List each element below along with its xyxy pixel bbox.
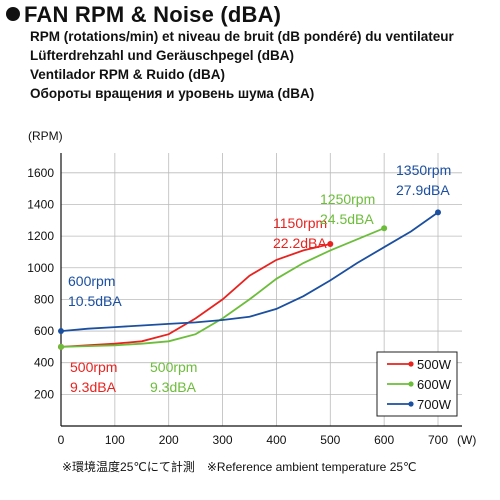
x-tick-label: 200: [159, 433, 179, 447]
y-tick-label: 600: [34, 324, 54, 338]
chart-title-text: FAN RPM & Noise (dBA): [24, 2, 282, 27]
series-point-600W: [58, 343, 64, 350]
y-axis-label: (RPM): [28, 129, 63, 143]
y-tick-label: 800: [34, 292, 54, 306]
x-tick-label: 500: [320, 433, 340, 447]
annotation-label: 600rpm: [68, 273, 115, 289]
annotation-label: 9.3dBA: [150, 379, 197, 395]
y-tick-label: 1400: [27, 197, 54, 211]
subtitle-spanish: Ventilador RPM & Ruido (dBA): [30, 67, 225, 82]
x-tick-label: 300: [213, 433, 233, 447]
annotation-label: 10.5dBA: [68, 293, 122, 309]
annotation-label: 27.9dBA: [396, 182, 450, 198]
legend-label-500W: 500W: [417, 357, 452, 372]
series-point-600W: [381, 225, 388, 232]
annotation-label: 24.5dBA: [320, 211, 374, 227]
subtitle-russian: Обороты вращения и уровень шума (dBA): [30, 86, 315, 101]
annotation-label: 500rpm: [150, 359, 197, 375]
legend-marker-500W: [408, 361, 414, 367]
x-tick-label: 700: [428, 433, 448, 447]
x-tick-label: 100: [105, 433, 125, 447]
chart-title: FAN RPM & Noise (dBA): [6, 2, 281, 28]
y-tick-label: 200: [34, 387, 54, 401]
x-tick-label: 400: [266, 433, 286, 447]
x-tick-label: 0: [58, 433, 65, 447]
series-point-700W: [58, 328, 64, 335]
series-point-500W: [327, 241, 334, 248]
subtitle-german: Lüfterdrehzahl und Geräuschpegel (dBA): [30, 48, 295, 63]
footnote: ※環境温度25℃にて計測 ※Reference ambient temperat…: [62, 460, 417, 474]
x-axis-label: (W): [457, 433, 476, 447]
subtitle-french: RPM (rotations/min) et niveau de bruit (…: [30, 29, 454, 44]
legend-label-700W: 700W: [417, 397, 452, 412]
annotation-label: 1150rpm: [273, 215, 327, 231]
x-tick-label: 600: [374, 433, 394, 447]
series-line-600W: [60, 227, 385, 348]
legend-marker-600W: [408, 381, 414, 387]
bullet-icon: [6, 7, 20, 21]
legend-box: [376, 351, 458, 417]
subtitle-block: RPM (rotations/min) et niveau de bruit (…: [30, 27, 454, 103]
legend-label-600W: 600W: [417, 377, 452, 392]
series-line-500W: [60, 243, 331, 348]
y-tick-label: 1000: [27, 261, 54, 275]
annotation-label: 1350rpm: [396, 162, 451, 178]
y-tick-label: 1200: [27, 229, 54, 243]
series-line-700W: [60, 211, 439, 332]
annotation-label: 9.3dBA: [70, 379, 117, 395]
annotation-label: 1250rpm: [320, 191, 375, 207]
annotation-label: 22.2dBA: [273, 235, 327, 251]
series-point-700W: [435, 209, 441, 216]
y-tick-label: 1600: [27, 166, 54, 180]
y-tick-label: 400: [34, 356, 54, 370]
legend-marker-700W: [408, 401, 414, 407]
annotation-label: 500rpm: [70, 359, 117, 375]
